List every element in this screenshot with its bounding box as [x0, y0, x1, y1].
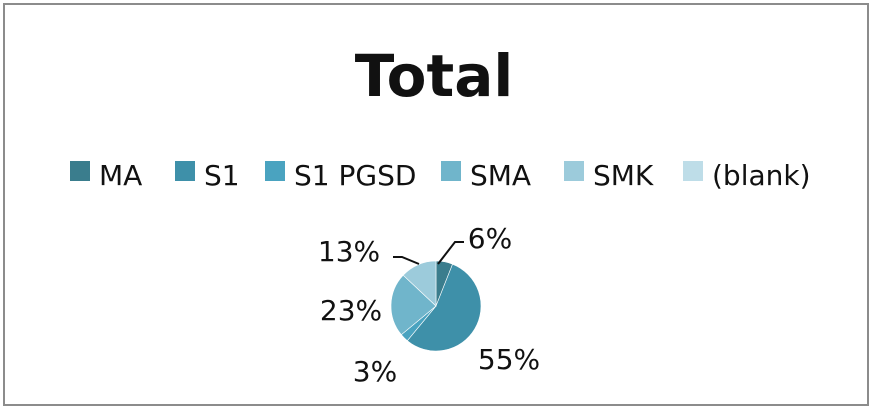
legend-label-4: SMK	[593, 159, 654, 192]
legend-swatch-2	[265, 161, 285, 181]
leader-lines	[393, 241, 464, 265]
legend-swatch-3	[441, 161, 461, 181]
legend-label-2: S1 PGSD	[294, 159, 416, 192]
legend-label-1: S1	[204, 159, 240, 192]
data-label-0: 6%	[468, 222, 512, 255]
data-labels: 6% 55% 3% 23% 13%	[318, 222, 540, 388]
data-label-4: 13%	[318, 235, 380, 268]
pie-slice-4	[402, 260, 437, 307]
data-label-3: 23%	[320, 294, 382, 327]
legend-label-3: SMA	[470, 159, 531, 192]
legend-swatch-4	[564, 161, 584, 181]
pie-slice-1	[406, 263, 482, 352]
legend-swatch-1	[175, 161, 195, 181]
legend: MA S1 S1 PGSD SMA SMK (blank)	[70, 159, 811, 192]
pie-slices	[390, 260, 482, 352]
leader-line-0	[437, 241, 464, 265]
chart-title: Total	[355, 42, 513, 110]
data-label-1: 55%	[478, 343, 540, 376]
data-label-2: 3%	[353, 355, 397, 388]
leader-line-4	[393, 256, 420, 265]
legend-label-0: MA	[99, 159, 142, 192]
legend-swatch-0	[70, 161, 90, 181]
legend-label-5: (blank)	[712, 159, 811, 192]
legend-swatch-5	[683, 161, 703, 181]
pie-slice-3	[390, 274, 437, 336]
